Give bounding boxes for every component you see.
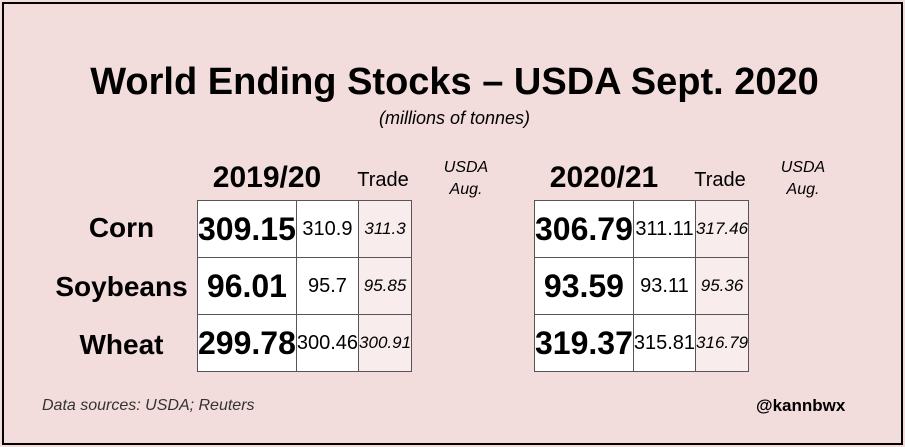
chart-subtitle: (millions of tonnes) xyxy=(378,108,531,128)
stocks-table: 309.15 310.9 311.3 96.01 95.7 95.85 299.… xyxy=(197,200,413,372)
data-source-note: Data sources: USDA; Reuters xyxy=(42,397,255,414)
table-row: 96.01 95.7 95.85 xyxy=(197,257,413,315)
chart-title: World Ending Stocks – USDA Sept. 2020 xyxy=(90,61,819,103)
stocks-table: 306.79 311.11 317.46 93.59 93.11 95.36 3… xyxy=(534,200,750,372)
row-label-corn: Corn xyxy=(88,212,155,243)
cell-trade: 95.7 xyxy=(295,257,360,315)
cell-trade: 315.81 xyxy=(632,314,697,372)
table-row: 299.78 300.46 300.91 xyxy=(197,314,413,372)
header-trade: Trade xyxy=(357,169,409,191)
header-usda-line1: USDA xyxy=(443,159,489,176)
row-label-soybeans: Soybeans xyxy=(55,271,188,302)
cell-usda: 317.46 xyxy=(695,200,750,258)
row-label-wheat: Wheat xyxy=(79,329,164,360)
cell-main: 93.59 xyxy=(534,257,634,315)
cell-trade: 300.46 xyxy=(295,314,360,372)
cell-main: 309.15 xyxy=(197,200,297,258)
cell-usda: 300.91 xyxy=(358,314,413,372)
cell-usda: 311.3 xyxy=(358,200,413,258)
cell-trade: 311.11 xyxy=(632,200,697,258)
cell-main: 299.78 xyxy=(197,314,297,372)
cell-main: 319.37 xyxy=(534,314,634,372)
cell-main: 96.01 xyxy=(197,257,297,315)
header-trade: Trade xyxy=(694,169,746,191)
header-usda-line2: Aug. xyxy=(449,181,483,198)
header-usda-line1: USDA xyxy=(780,159,826,176)
cell-usda: 316.79 xyxy=(695,314,750,372)
cell-usda: 95.85 xyxy=(358,257,413,315)
header-usda-aug: USDA Aug. xyxy=(766,157,840,201)
cell-main: 306.79 xyxy=(534,200,634,258)
cell-trade: 310.9 xyxy=(295,200,360,258)
header-year: 2020/21 xyxy=(549,161,659,194)
cell-trade: 93.11 xyxy=(632,257,697,315)
table-row: 306.79 311.11 317.46 xyxy=(534,200,750,258)
table-row: 93.59 93.11 95.36 xyxy=(534,257,750,315)
header-usda-aug: USDA Aug. xyxy=(429,157,503,201)
header-year: 2019/20 xyxy=(212,161,322,194)
table-row: 309.15 310.9 311.3 xyxy=(197,200,413,258)
header-usda-line2: Aug. xyxy=(786,181,820,198)
author-handle: @kannbwx xyxy=(756,396,846,415)
cell-usda: 95.36 xyxy=(695,257,750,315)
table-row: 319.37 315.81 316.79 xyxy=(534,314,750,372)
